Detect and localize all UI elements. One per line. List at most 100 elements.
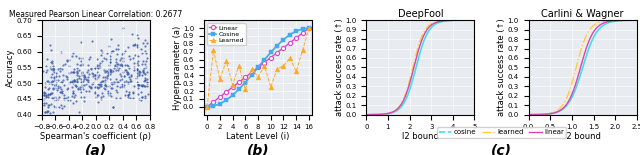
Point bbox=[74, 57, 84, 60]
Point bbox=[62, 58, 72, 61]
Point bbox=[64, 72, 74, 74]
Point bbox=[72, 70, 83, 72]
Point bbox=[97, 59, 108, 62]
Point bbox=[58, 94, 68, 96]
Point bbox=[94, 82, 104, 85]
Point bbox=[129, 44, 140, 46]
Point bbox=[137, 96, 147, 99]
Point bbox=[115, 64, 125, 66]
Linear bbox=[280, 47, 287, 49]
Point bbox=[131, 43, 141, 46]
Point bbox=[77, 119, 88, 122]
Point bbox=[48, 69, 58, 71]
Point bbox=[77, 80, 87, 83]
Point bbox=[132, 84, 143, 86]
Point bbox=[49, 105, 60, 107]
Point bbox=[104, 73, 115, 76]
Linear bbox=[254, 66, 262, 68]
Cosine bbox=[216, 103, 224, 105]
Point bbox=[56, 81, 66, 83]
Point bbox=[93, 66, 103, 69]
Point bbox=[129, 62, 139, 65]
Point bbox=[38, 93, 49, 96]
Point bbox=[79, 100, 89, 102]
Point bbox=[47, 68, 58, 70]
Point bbox=[108, 106, 118, 109]
Point bbox=[44, 94, 54, 97]
Point bbox=[129, 85, 139, 88]
Point bbox=[117, 64, 127, 66]
Point bbox=[54, 106, 65, 109]
Point bbox=[61, 96, 72, 99]
Point bbox=[68, 90, 78, 93]
Point bbox=[124, 76, 134, 78]
Point bbox=[83, 81, 93, 83]
Point bbox=[137, 84, 147, 87]
Y-axis label: attack success rate (↑): attack success rate (↑) bbox=[497, 19, 506, 116]
Point bbox=[93, 74, 104, 76]
Point bbox=[104, 61, 115, 63]
Point bbox=[98, 95, 108, 97]
Cosine bbox=[292, 30, 300, 32]
Point bbox=[99, 84, 109, 86]
Point bbox=[70, 84, 80, 86]
Point bbox=[47, 115, 58, 117]
Point bbox=[90, 91, 100, 93]
Point bbox=[42, 93, 52, 95]
Point bbox=[99, 57, 109, 60]
Point bbox=[39, 102, 49, 104]
Point bbox=[132, 68, 143, 70]
Point bbox=[40, 64, 51, 67]
X-axis label: l2 bound: l2 bound bbox=[402, 132, 439, 141]
Point bbox=[95, 54, 106, 56]
Point bbox=[43, 104, 53, 107]
Point bbox=[132, 75, 142, 77]
Point bbox=[77, 57, 87, 59]
Point bbox=[83, 79, 93, 82]
Point bbox=[138, 72, 148, 74]
Point bbox=[63, 119, 73, 121]
Point bbox=[44, 87, 54, 89]
Point bbox=[123, 81, 133, 84]
Point bbox=[77, 74, 88, 77]
X-axis label: Spearman's coefficient (ρ): Spearman's coefficient (ρ) bbox=[40, 132, 151, 141]
Point bbox=[67, 81, 77, 83]
Point bbox=[55, 90, 65, 93]
Point bbox=[140, 76, 150, 79]
Point bbox=[50, 84, 60, 87]
Point bbox=[67, 55, 77, 58]
Point bbox=[55, 67, 65, 70]
Point bbox=[93, 101, 103, 104]
Cosine bbox=[254, 66, 262, 68]
Point bbox=[102, 52, 112, 55]
Point bbox=[100, 82, 111, 84]
Point bbox=[82, 71, 92, 73]
Point bbox=[115, 59, 125, 62]
Title: Carlini & Wagner: Carlini & Wagner bbox=[541, 9, 624, 19]
Point bbox=[42, 79, 52, 82]
Point bbox=[61, 76, 72, 78]
Point bbox=[48, 111, 58, 113]
Point bbox=[86, 87, 97, 90]
Point bbox=[97, 91, 107, 94]
Point bbox=[105, 69, 115, 71]
Point bbox=[40, 111, 50, 113]
Point bbox=[46, 76, 56, 78]
Point bbox=[45, 49, 56, 52]
Point bbox=[95, 66, 105, 68]
Point bbox=[140, 79, 150, 82]
Point bbox=[42, 110, 52, 112]
Point bbox=[86, 86, 96, 88]
Point bbox=[132, 34, 142, 37]
Point bbox=[79, 76, 89, 79]
Point bbox=[47, 62, 57, 64]
Point bbox=[136, 84, 146, 86]
Point bbox=[65, 80, 75, 83]
Point bbox=[136, 91, 147, 93]
Point bbox=[61, 60, 72, 63]
Point bbox=[106, 71, 116, 73]
Point bbox=[132, 59, 143, 62]
Point bbox=[58, 64, 68, 67]
Point bbox=[137, 85, 147, 88]
Point bbox=[99, 83, 109, 86]
